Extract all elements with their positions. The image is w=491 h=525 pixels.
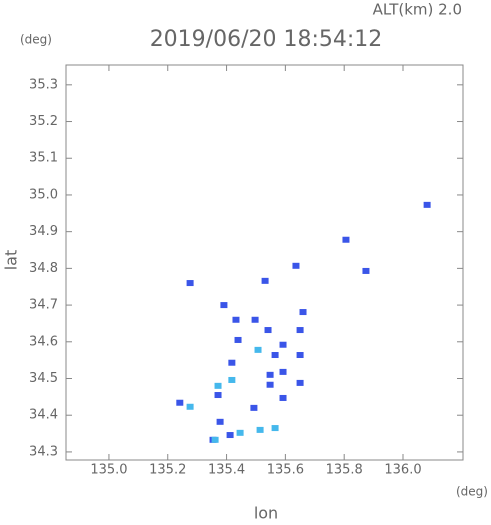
x-tick-label: 135.2 <box>149 463 186 478</box>
echo-cell <box>176 399 184 406</box>
echo-cell <box>266 371 274 378</box>
echo-cell <box>279 341 287 348</box>
echo-cell <box>228 376 236 383</box>
echo-cell <box>220 302 228 309</box>
echo-cell <box>279 394 287 401</box>
y-tick-label: 34.3 <box>29 444 58 459</box>
y-unit: (deg) <box>20 33 52 47</box>
echo-cell <box>261 277 269 284</box>
echo-cell <box>234 336 242 343</box>
echo-cell <box>264 327 272 334</box>
echo-cell <box>232 316 240 323</box>
x-tick-label: 135.6 <box>267 463 304 478</box>
echo-cell <box>266 381 274 388</box>
echo-cell <box>250 404 258 411</box>
y-tick-label: 34.7 <box>29 298 58 313</box>
x-axis-label: lon <box>254 504 278 522</box>
altitude-label: ALT(km) 2.0 <box>373 1 462 19</box>
y-tick-label: 34.8 <box>29 261 58 276</box>
echo-cell <box>211 436 219 443</box>
echo-cell <box>186 403 194 410</box>
echo-cell <box>214 392 222 399</box>
echo-cell <box>362 267 370 274</box>
y-tick-label: 35.3 <box>29 77 58 92</box>
echo-cell <box>296 327 304 334</box>
echo-cell <box>226 432 234 439</box>
x-tick-label: 135.4 <box>208 463 245 478</box>
echo-cell <box>236 429 244 436</box>
y-axis-label: lat <box>2 250 21 271</box>
echo-cell <box>299 309 307 316</box>
x-unit: (deg) <box>456 485 488 499</box>
echo-cell <box>279 368 287 375</box>
echo-cell <box>186 280 194 287</box>
y-tick-label: 35.1 <box>29 151 58 166</box>
x-tick-label: 135.0 <box>90 463 127 478</box>
echo-cell <box>251 316 259 323</box>
y-tick-label: 34.5 <box>29 371 58 386</box>
echo-cell <box>256 426 264 433</box>
echo-cell <box>296 352 304 359</box>
x-tick-label: 135.8 <box>326 463 363 478</box>
echo-cell <box>271 352 279 359</box>
echo-cell <box>271 425 279 432</box>
echo-cell <box>214 382 222 389</box>
echo-cell <box>296 379 304 386</box>
y-tick-label: 35.2 <box>29 114 58 129</box>
plot-frame <box>65 64 464 461</box>
y-tick-label: 34.9 <box>29 224 58 239</box>
echo-cell <box>292 262 300 269</box>
chart-title: 2019/06/20 18:54:12 <box>150 27 383 52</box>
y-tick-label: 34.4 <box>29 408 58 423</box>
echo-cell <box>254 346 262 353</box>
echo-cell <box>228 359 236 366</box>
y-tick-label: 35.0 <box>29 187 58 202</box>
y-tick-label: 34.6 <box>29 334 58 349</box>
echo-cell <box>216 418 224 425</box>
echo-cell <box>342 236 350 243</box>
echo-cell <box>423 201 431 208</box>
x-tick-label: 136.0 <box>384 463 421 478</box>
